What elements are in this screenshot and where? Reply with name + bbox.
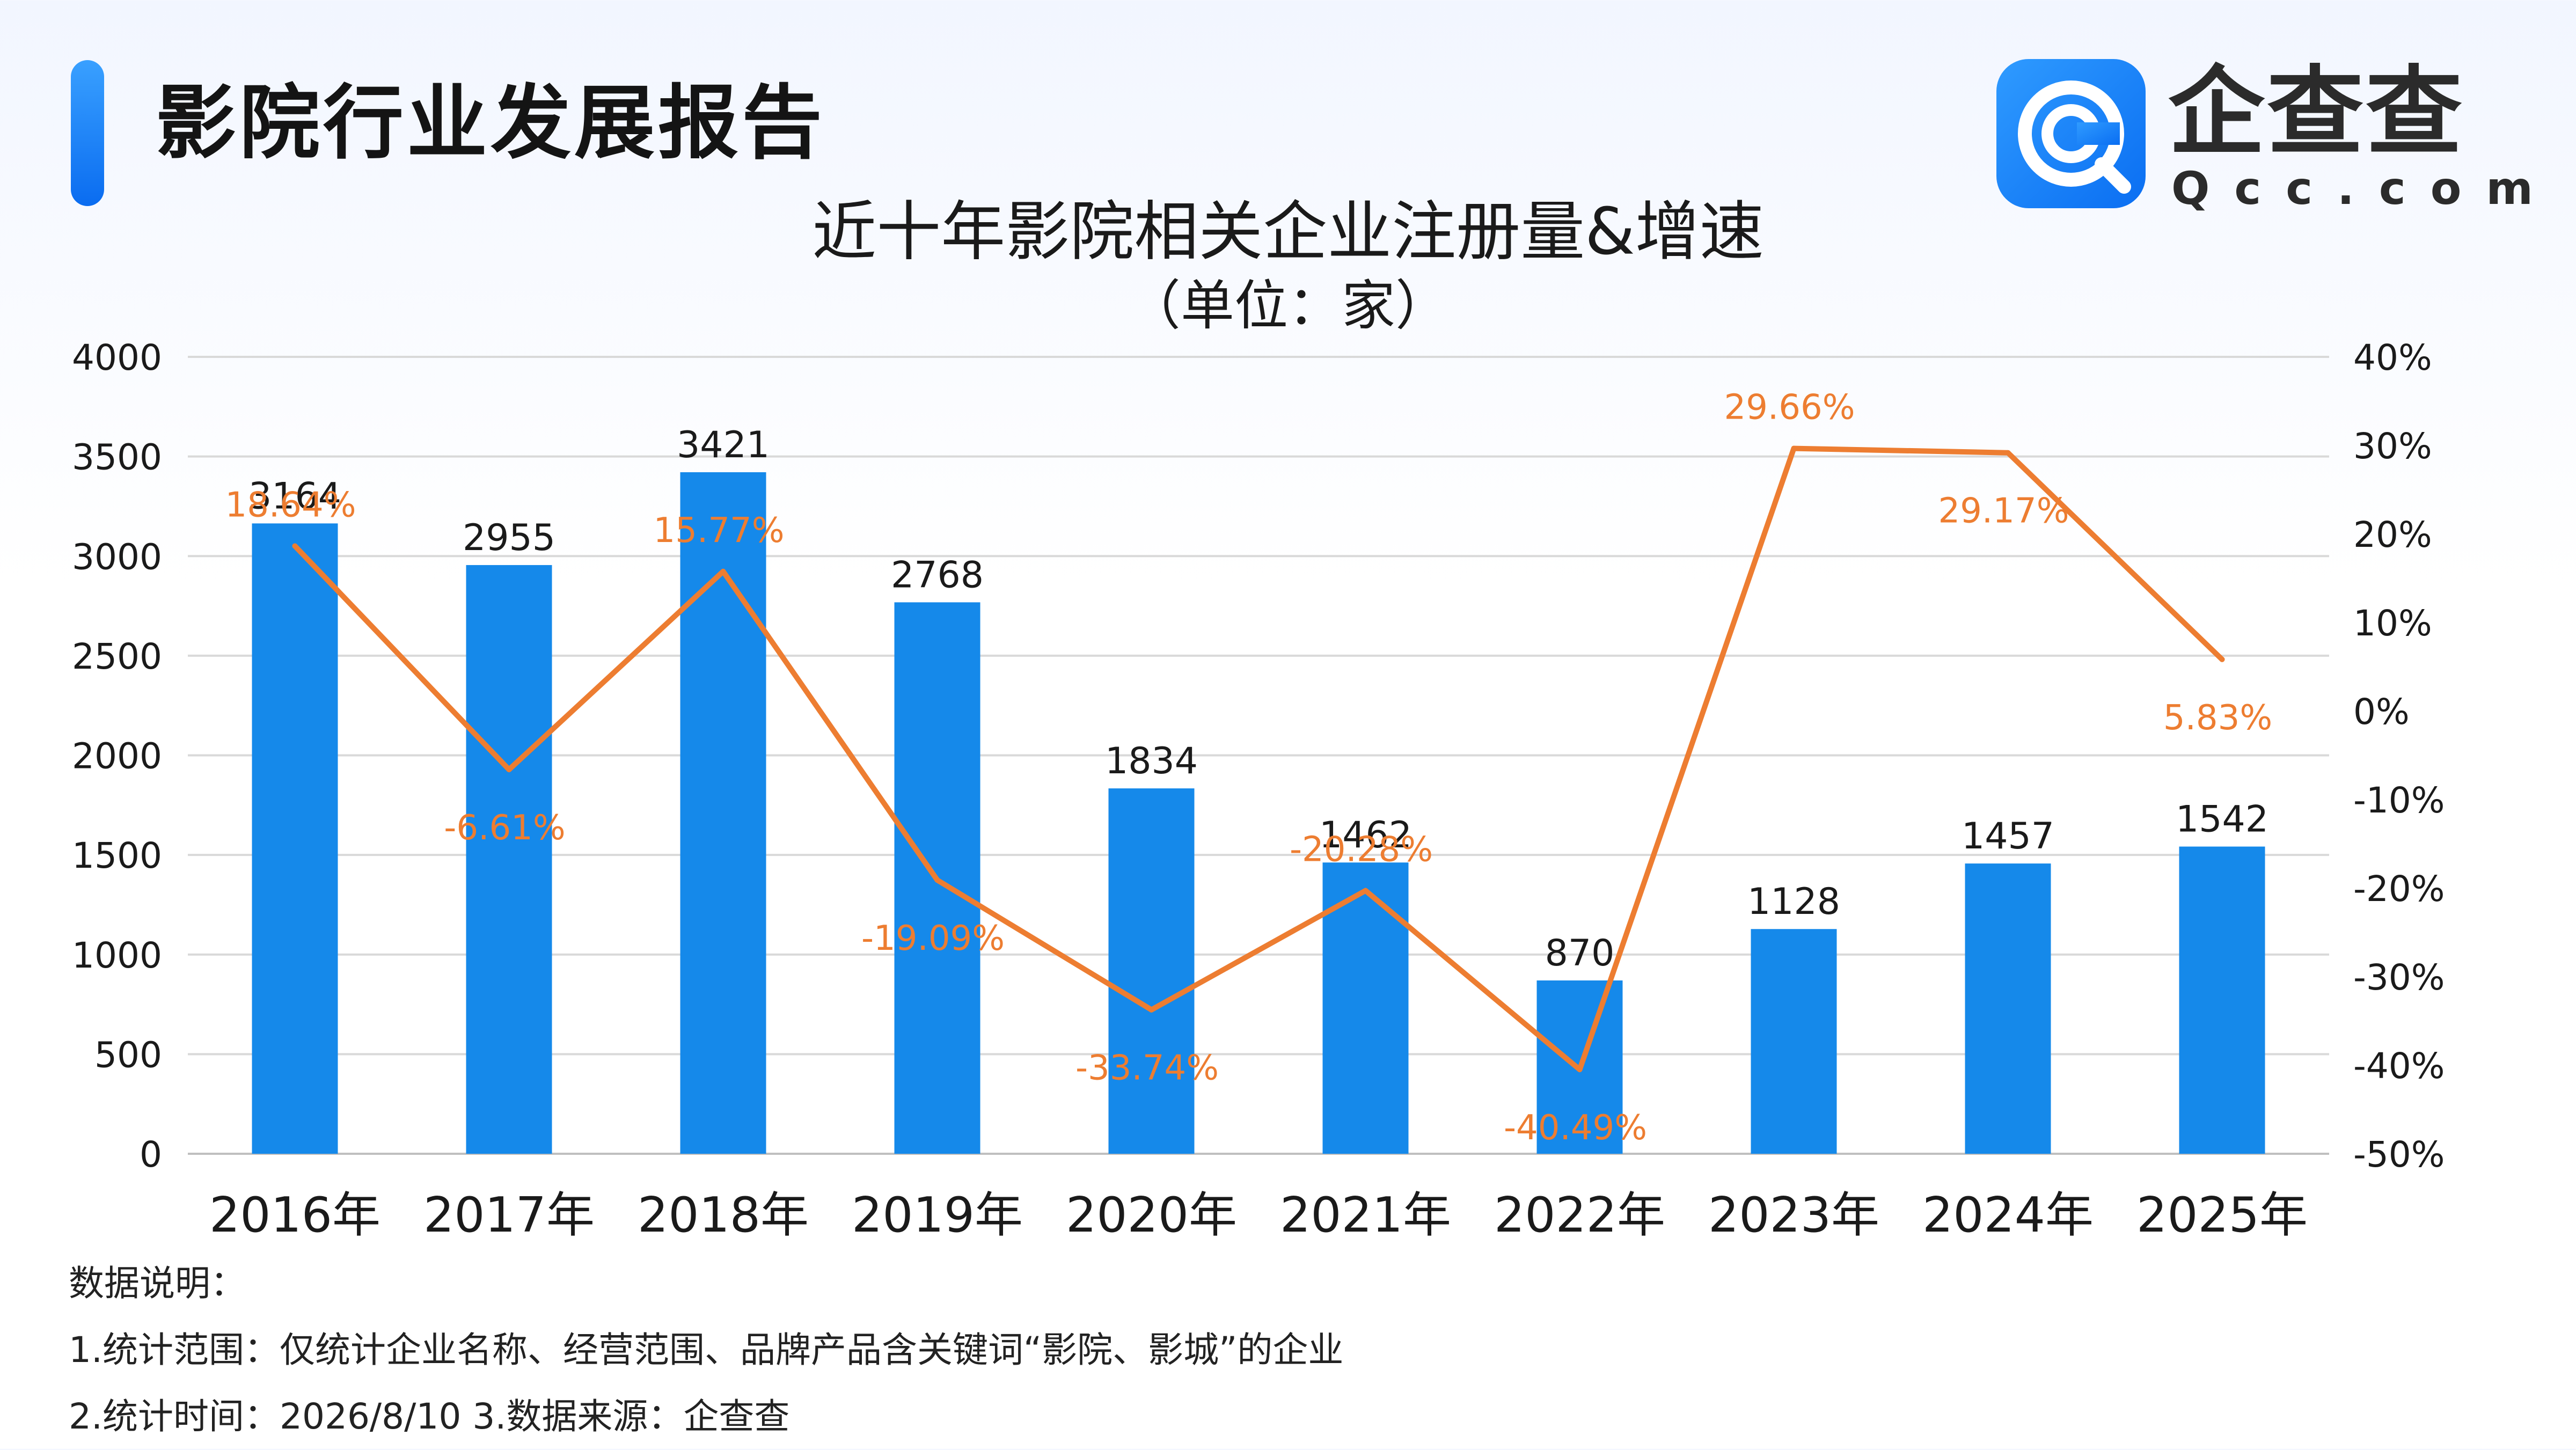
growth-point	[1791, 445, 1797, 451]
growth-point	[720, 568, 726, 574]
notes-time-source: 2.统计时间：2026/8/10 3.数据来源：企查查	[69, 1396, 790, 1437]
growth-value-label: -6.61%	[444, 808, 565, 848]
growth-point	[1577, 1067, 1583, 1073]
x-tick-label: 2016年	[209, 1187, 380, 1243]
growth-value-label: -19.09%	[861, 919, 1005, 958]
y-left-tick-label: 1000	[72, 935, 162, 976]
growth-point	[2219, 656, 2225, 662]
chart-subtitle: （单位：家）	[1127, 274, 1449, 337]
bar-value-label: 1834	[1105, 740, 1198, 782]
growth-point	[1363, 888, 1368, 894]
y-left-tick-label: 0	[140, 1134, 162, 1175]
y-left-tick-label: 2000	[72, 736, 162, 777]
data-notes: 数据说明： 1.统计范围：仅统计企业名称、经营范围、品牌产品含关键词“影院、影城…	[69, 1250, 1343, 1450]
x-tick-label: 2017年	[423, 1187, 595, 1243]
bar-value-label: 2768	[891, 554, 984, 596]
growth-point	[2005, 450, 2011, 456]
bar	[1965, 863, 2051, 1154]
growth-value-label: -20.28%	[1290, 830, 1433, 870]
bar-value-label: 2955	[463, 517, 555, 559]
qcc-logo-icon	[1996, 59, 2146, 208]
growth-point	[1148, 1007, 1154, 1013]
chart-title: 近十年影院相关企业注册量&增速	[812, 195, 1764, 269]
growth-value-label: 15.77%	[653, 511, 784, 551]
bar-value-label: 1462	[1319, 814, 1412, 856]
growth-value-label: -33.74%	[1075, 1049, 1219, 1088]
axis-layer: 0 500 1000 1500 2000 2500 3000 3500 4000 -50% -40%…	[72, 337, 2445, 1243]
brand-logo: 企查查 Qcc.com	[1996, 56, 2533, 213]
line-layer	[292, 445, 2225, 1073]
title-accent-bar	[71, 60, 104, 206]
x-tick-label: 2024年	[1922, 1187, 2094, 1243]
growth-point	[506, 767, 512, 773]
bar-value-label: 1542	[2176, 799, 2268, 841]
y-right-tick-label: 30%	[2353, 426, 2432, 467]
y-left-tick-label: 3500	[72, 437, 162, 478]
y-left-tick-label: 500	[94, 1034, 162, 1075]
y-left-tick-label: 1500	[72, 835, 162, 876]
bar-value-label: 1128	[1747, 881, 1840, 923]
growth-line	[292, 445, 2225, 1073]
y-right-tick-label: -20%	[2353, 868, 2445, 910]
bar	[680, 472, 766, 1154]
bar	[1108, 788, 1195, 1154]
growth-value-label: 29.66%	[1724, 388, 1855, 428]
x-tick-label: 2019年	[852, 1187, 1023, 1243]
bar-layer	[252, 472, 2265, 1154]
label-layer: 3164 2955 3421 2768 1834 1462 870 1128 1457 1542 1…	[225, 388, 2272, 1148]
bar-value-label: 3421	[677, 424, 770, 466]
logo-name-en: Qcc.com	[2171, 162, 2558, 215]
y-right-tick-label: -50%	[2353, 1134, 2445, 1175]
bar	[2179, 846, 2265, 1154]
bar	[1751, 929, 1837, 1154]
bar-value-label: 870	[1545, 932, 1615, 975]
y-right-tick-label: -30%	[2353, 957, 2445, 998]
bar	[466, 565, 552, 1154]
x-tick-label: 2018年	[638, 1187, 809, 1243]
growth-point	[292, 543, 298, 549]
notes-scope: 1.统计范围：仅统计企业名称、经营范围、品牌产品含关键词“影院、影城”的企业	[69, 1329, 1344, 1371]
report-title: 影院行业发展报告	[156, 77, 826, 170]
growth-value-label: 5.83%	[2163, 698, 2272, 738]
y-left-tick-label: 2500	[72, 636, 162, 677]
bar-value-label: 3164	[248, 475, 341, 517]
y-right-tick-label: 40%	[2353, 337, 2432, 378]
x-tick-label: 2022年	[1494, 1187, 1665, 1243]
y-right-tick-label: 20%	[2353, 514, 2432, 555]
y-right-tick-label: -10%	[2353, 780, 2445, 821]
x-tick-label: 2023年	[1708, 1187, 1879, 1243]
y-right-tick-label: 0%	[2353, 691, 2410, 733]
y-left-tick-label: 4000	[72, 337, 162, 378]
growth-point	[934, 877, 940, 883]
bar-value-label: 1457	[1962, 815, 2054, 858]
bar	[252, 523, 338, 1154]
x-tick-label: 2021年	[1280, 1187, 1451, 1243]
y-left-tick-label: 3000	[72, 536, 162, 577]
x-tick-label: 2025年	[2136, 1187, 2308, 1243]
growth-value-label: 29.17%	[1938, 492, 2069, 531]
notes-heading: 数据说明：	[69, 1263, 246, 1304]
y-right-tick-label: 10%	[2353, 603, 2432, 644]
logo-name-cn: 企查查	[2168, 56, 2465, 169]
growth-value-label: 18.64%	[225, 485, 356, 525]
y-right-tick-label: -40%	[2353, 1045, 2445, 1087]
growth-value-label: -40.49%	[1504, 1108, 1647, 1148]
x-tick-label: 2020年	[1066, 1187, 1237, 1243]
